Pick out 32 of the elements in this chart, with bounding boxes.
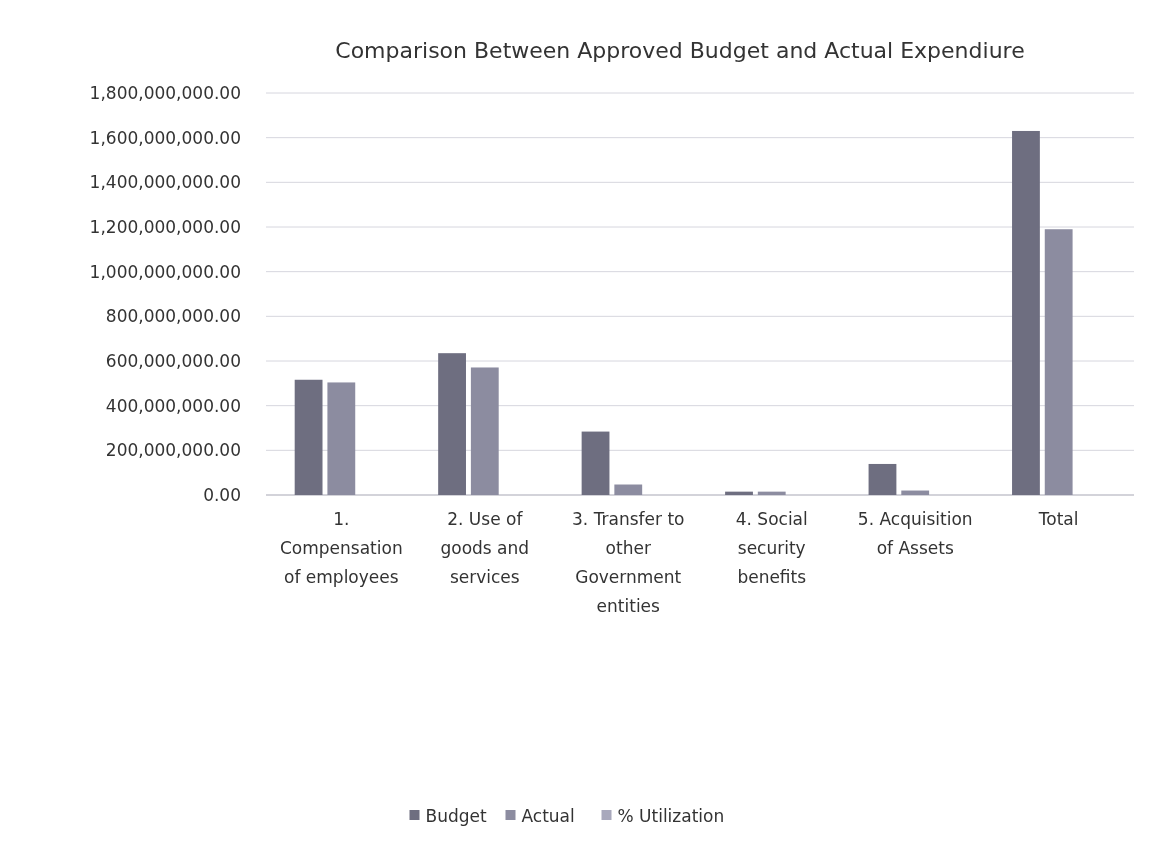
bar [614,484,643,495]
bar [1012,130,1040,495]
bar [725,491,753,495]
y-tick-label: 1,600,000,000.00 [89,127,241,148]
bar [294,379,323,495]
y-tick-label: 1,400,000,000.00 [89,172,241,193]
bar [438,353,466,495]
y-tick-label: 800,000,000.00 [105,306,241,327]
y-tick-label: 1,000,000,000.00 [89,261,241,282]
bar [757,491,786,495]
x-tick-label: 5. Acquisition of Assets [857,509,973,558]
bar [868,463,897,495]
y-tick-label: 400,000,000.00 [105,395,241,416]
x-tick-label: 4. Social security benefits [735,509,808,587]
y-tick-label: 1,200,000,000.00 [89,216,241,237]
legend-label: % Utilization [617,805,725,826]
chart-title: Comparison Between Approved Budget and Actual Expendiure [335,38,1025,63]
legend-label: Actual [521,805,575,826]
y-tick-label: 1,800,000,000.00 [89,82,241,103]
y-tick-label: 0.00 [203,484,241,505]
legend-label: Budget [425,805,487,826]
bar [1044,229,1073,495]
bar [901,490,930,495]
x-tick-label: 2. Use of goods and services [440,509,530,587]
y-tick-label: 200,000,000.00 [105,440,241,461]
x-tick-label: 3. Transfer to other Government entities [572,509,685,616]
x-tick-label: 1. Compensation of employees [279,509,403,587]
bar [470,367,499,495]
y-tick-label: 600,000,000.00 [105,350,241,371]
bar [581,431,610,495]
bar [327,382,356,495]
x-tick-label: Total [1037,509,1079,529]
